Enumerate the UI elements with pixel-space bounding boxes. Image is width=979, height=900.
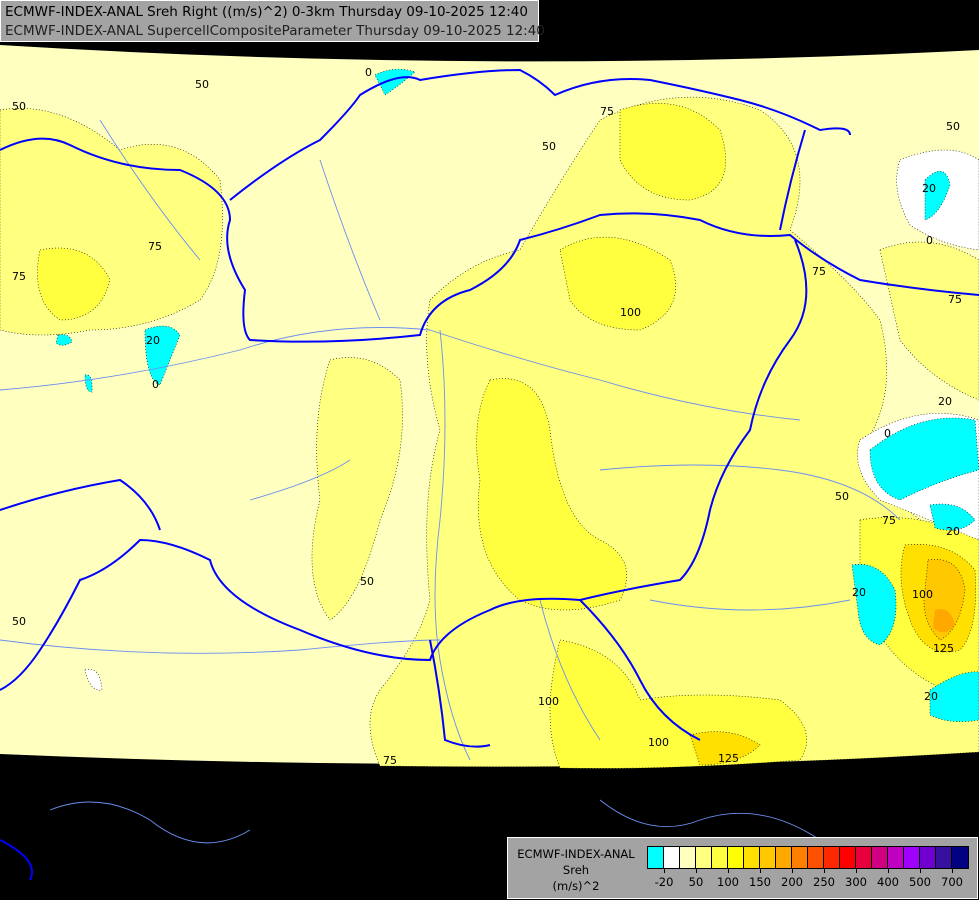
contour-label: 75 <box>812 265 826 278</box>
legend-tick-label: 200 <box>781 875 803 889</box>
legend-unit: (m/s)^2 <box>552 879 600 893</box>
legend-tick-label: 250 <box>813 875 835 889</box>
contour-label: 75 <box>383 754 397 767</box>
legend-tick-label: 300 <box>845 875 867 889</box>
title-line-sreh: ECMWF-INDEX-ANAL Sreh Right ((m/s)^2) 0-… <box>5 4 528 20</box>
title-line-scp: ECMWF-INDEX-ANAL SupercellCompositeParam… <box>5 23 545 39</box>
contour-label: 50 <box>835 490 849 503</box>
contour-label: 100 <box>538 695 559 708</box>
legend-swatch <box>760 847 776 868</box>
contour-labels: 50 50 50 50 50 50 50 0 0 0 0 75 75 75 75… <box>12 66 962 767</box>
contour-label: 0 <box>926 234 933 247</box>
legend-tick-label: 400 <box>877 875 899 889</box>
legend-model: ECMWF-INDEX-ANAL <box>517 847 635 861</box>
contour-label: 100 <box>620 306 641 319</box>
legend-tick <box>728 868 729 873</box>
contour-label: 20 <box>852 586 866 599</box>
legend-tick <box>920 868 921 873</box>
sreh-negative-zones <box>55 68 979 722</box>
legend-tick <box>824 868 825 873</box>
legend-color-bar <box>647 846 969 869</box>
contour-label: 75 <box>600 105 614 118</box>
legend-tick-label: -20 <box>654 875 674 889</box>
map-title-box: ECMWF-INDEX-ANAL Sreh Right ((m/s)^2) 0-… <box>0 0 545 42</box>
legend-swatch <box>936 847 952 868</box>
contour-label: 50 <box>946 120 960 133</box>
legend-swatch <box>648 847 664 868</box>
rivers <box>0 119 901 844</box>
legend-swatch <box>696 847 712 868</box>
contour-label: 75 <box>148 240 162 253</box>
contour-label: 125 <box>718 752 739 765</box>
legend-swatch <box>808 847 824 868</box>
legend-swatch <box>712 847 728 868</box>
contour-label: 100 <box>648 736 669 749</box>
legend-swatch <box>776 847 792 868</box>
contour-label: 20 <box>946 525 960 538</box>
legend-swatch <box>792 847 808 868</box>
legend-tick <box>888 868 889 873</box>
legend-tick <box>792 868 793 873</box>
legend-tick-label: 100 <box>717 875 739 889</box>
contour-label: 125 <box>933 642 954 655</box>
legend-tick <box>760 868 761 873</box>
country-borders <box>0 68 979 881</box>
legend-tick-label: 700 <box>941 875 963 889</box>
legend-tick <box>856 868 857 873</box>
legend-variable: Sreh <box>562 863 590 877</box>
legend-swatch <box>664 847 680 868</box>
contour-label: 100 <box>912 588 933 601</box>
sreh-175-zones <box>933 609 955 633</box>
legend-tick <box>696 868 697 873</box>
legend-swatch <box>920 847 936 868</box>
legend-tick <box>664 868 665 873</box>
legend-swatch <box>744 847 760 868</box>
contour-label: 0 <box>884 427 891 440</box>
contour-label: 75 <box>12 270 26 283</box>
legend-tick <box>952 868 953 873</box>
contour-label: 50 <box>195 78 209 91</box>
contour-label: 75 <box>882 514 896 527</box>
legend-swatch <box>728 847 744 868</box>
legend-swatch <box>872 847 888 868</box>
contour-label: 50 <box>12 615 26 628</box>
legend-tick-label: 500 <box>909 875 931 889</box>
legend-swatch <box>888 847 904 868</box>
contour-label: 75 <box>948 293 962 306</box>
contour-label: 20 <box>938 395 952 408</box>
contour-label: 50 <box>542 140 556 153</box>
contour-label: 20 <box>146 334 160 347</box>
contour-label: 50 <box>360 575 374 588</box>
color-legend: ECMWF-INDEX-ANAL Sreh (m/s)^2 -20 50 100 15… <box>507 837 978 899</box>
contour-label: 20 <box>922 182 936 195</box>
legend-swatch <box>904 847 920 868</box>
legend-swatch <box>840 847 856 868</box>
legend-tick-label: 150 <box>749 875 771 889</box>
legend-swatch <box>824 847 840 868</box>
legend-tick-label: 50 <box>688 875 704 889</box>
legend-ticks: -20 50 100 150 200 250 300 400 500 700 <box>647 868 969 894</box>
legend-swatch <box>952 847 968 868</box>
contour-label: 0 <box>365 66 372 79</box>
contour-label: 50 <box>12 100 26 113</box>
legend-swatch <box>856 847 872 868</box>
contour-label: 20 <box>924 690 938 703</box>
contour-label: 0 <box>152 378 159 391</box>
legend-title: ECMWF-INDEX-ANAL Sreh (m/s)^2 <box>512 846 640 894</box>
legend-swatch <box>680 847 696 868</box>
